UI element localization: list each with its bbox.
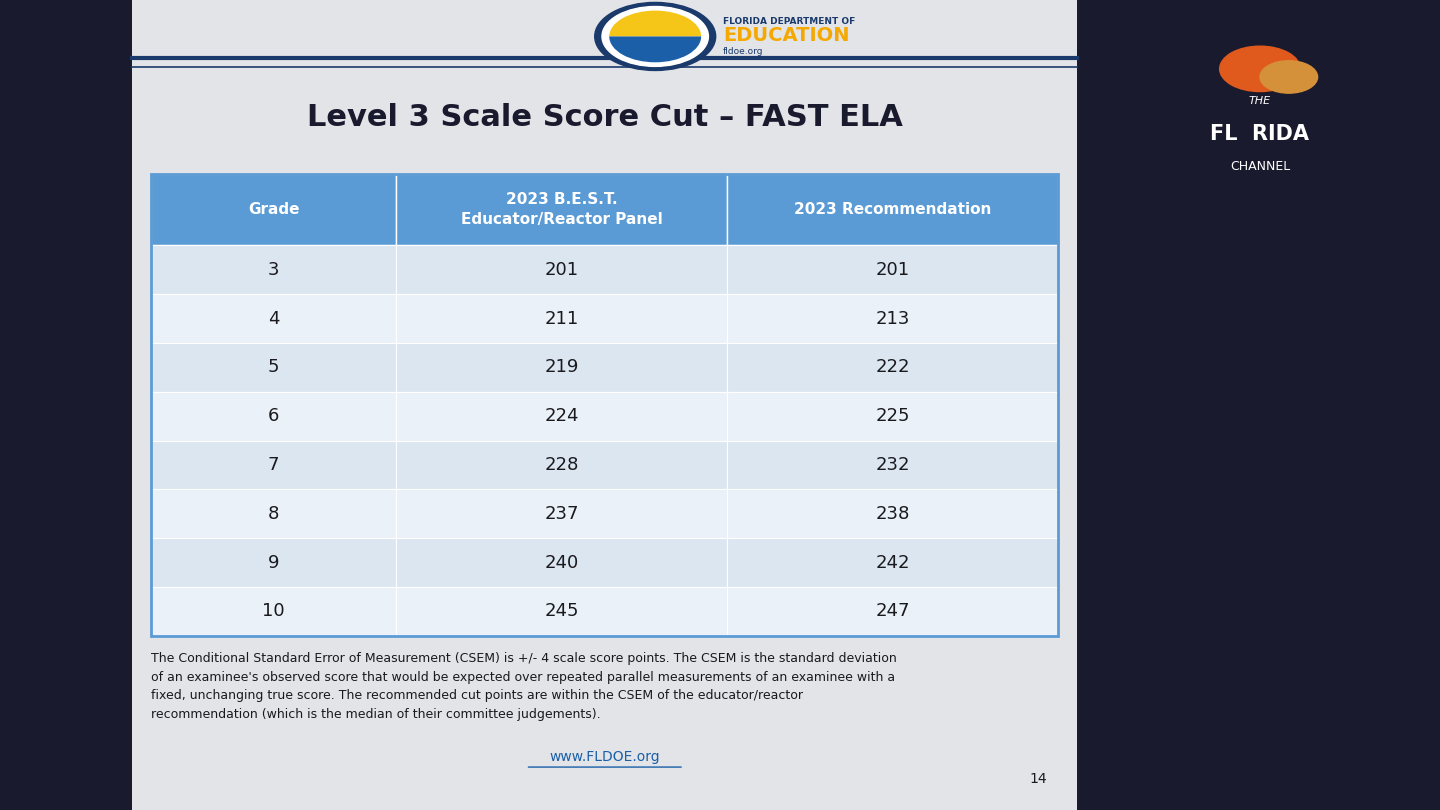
Bar xyxy=(151,174,1058,636)
Wedge shape xyxy=(609,36,701,62)
Bar xyxy=(396,539,727,587)
Bar xyxy=(151,587,396,636)
Bar xyxy=(727,343,1058,392)
Bar xyxy=(1077,0,1440,810)
Text: The Conditional Standard Error of Measurement (CSEM) is +/- 4 scale score points: The Conditional Standard Error of Measur… xyxy=(151,652,897,721)
Bar xyxy=(396,489,727,539)
Text: 238: 238 xyxy=(876,505,910,522)
Text: 8: 8 xyxy=(268,505,279,522)
Text: 225: 225 xyxy=(876,407,910,425)
Text: 240: 240 xyxy=(544,554,579,572)
Text: 213: 213 xyxy=(876,309,910,327)
Bar xyxy=(151,294,396,343)
Text: 4: 4 xyxy=(268,309,279,327)
Circle shape xyxy=(1260,61,1318,93)
Bar xyxy=(396,587,727,636)
Text: 228: 228 xyxy=(544,456,579,474)
Bar xyxy=(727,294,1058,343)
Text: THE: THE xyxy=(1248,96,1272,106)
Bar xyxy=(396,294,727,343)
Bar xyxy=(151,343,396,392)
Bar xyxy=(396,392,727,441)
Bar xyxy=(396,441,727,489)
Bar xyxy=(727,539,1058,587)
Bar xyxy=(727,489,1058,539)
Circle shape xyxy=(602,6,708,66)
Text: 242: 242 xyxy=(876,554,910,572)
Text: EDUCATION: EDUCATION xyxy=(723,26,850,45)
Text: 7: 7 xyxy=(268,456,279,474)
Text: CHANNEL: CHANNEL xyxy=(1230,160,1290,173)
Text: Grade: Grade xyxy=(248,202,300,217)
Text: fldoe.org: fldoe.org xyxy=(723,46,763,56)
Text: 222: 222 xyxy=(876,359,910,377)
Bar xyxy=(151,489,396,539)
Bar xyxy=(396,343,727,392)
Text: 2023 Recommendation: 2023 Recommendation xyxy=(793,202,992,217)
Text: 224: 224 xyxy=(544,407,579,425)
Text: 211: 211 xyxy=(544,309,579,327)
Bar xyxy=(151,441,396,489)
Text: 14: 14 xyxy=(1030,772,1047,787)
Bar xyxy=(151,174,396,245)
Bar xyxy=(727,587,1058,636)
Bar xyxy=(151,392,396,441)
Text: 232: 232 xyxy=(876,456,910,474)
Circle shape xyxy=(1220,46,1300,92)
Wedge shape xyxy=(609,11,701,36)
Text: FL  RIDA: FL RIDA xyxy=(1211,124,1309,143)
Bar xyxy=(132,0,1077,810)
Bar xyxy=(727,392,1058,441)
Text: FLORIDA DEPARTMENT OF: FLORIDA DEPARTMENT OF xyxy=(723,17,855,27)
Text: 245: 245 xyxy=(544,603,579,620)
Text: www.FLDOE.org: www.FLDOE.org xyxy=(550,750,660,765)
Text: 2023 B.E.S.T.
Educator/Reactor Panel: 2023 B.E.S.T. Educator/Reactor Panel xyxy=(461,193,662,227)
Text: 9: 9 xyxy=(268,554,279,572)
Text: 247: 247 xyxy=(876,603,910,620)
Text: 10: 10 xyxy=(262,603,285,620)
Circle shape xyxy=(595,2,716,70)
Text: 5: 5 xyxy=(268,359,279,377)
Text: 6: 6 xyxy=(268,407,279,425)
Text: 237: 237 xyxy=(544,505,579,522)
Text: 201: 201 xyxy=(876,261,910,279)
Text: 201: 201 xyxy=(544,261,579,279)
Bar xyxy=(0,0,132,810)
Bar xyxy=(151,245,396,294)
Bar xyxy=(727,174,1058,245)
Bar xyxy=(396,245,727,294)
Bar xyxy=(396,174,727,245)
Bar xyxy=(727,245,1058,294)
Bar xyxy=(151,539,396,587)
Text: 219: 219 xyxy=(544,359,579,377)
Text: Level 3 Scale Score Cut – FAST ELA: Level 3 Scale Score Cut – FAST ELA xyxy=(307,103,903,132)
Text: 3: 3 xyxy=(268,261,279,279)
Bar xyxy=(727,441,1058,489)
